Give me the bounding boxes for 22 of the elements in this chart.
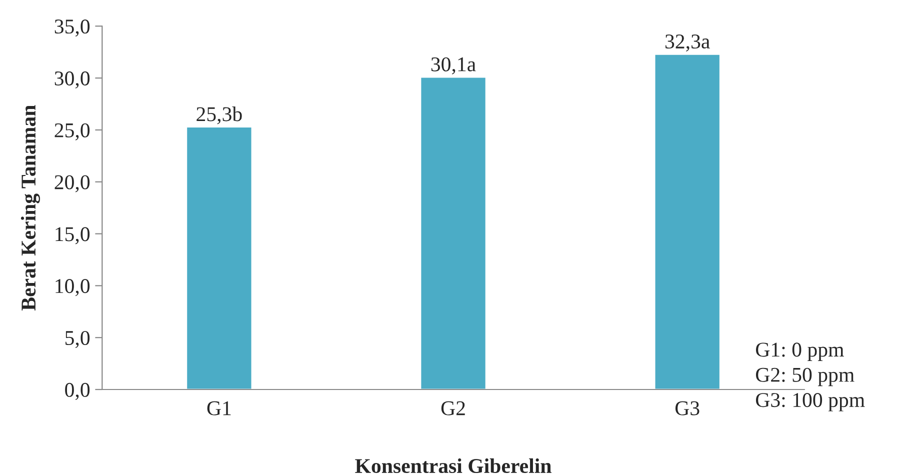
y-tick-label: 5,0 (66, 330, 90, 348)
y-axis-title: Berat Kering Tanaman (20, 105, 40, 310)
data-label: 32,3a (665, 34, 710, 52)
x-tick-label: G3 (675, 401, 700, 416)
bar (186, 126, 253, 390)
y-tick-label: 0,0 (65, 382, 90, 400)
text: G3: 100 ppm (756, 393, 865, 412)
y-tick-label: 15,0 (56, 227, 90, 244)
y-tick-label: 25,0 (54, 123, 90, 140)
x-tick-label: G1 (207, 401, 231, 416)
x-axis-title: Konsentrasi Giberelin (355, 458, 552, 474)
y-tick-label: 35,0 (54, 20, 90, 37)
y-tick-label: 20,0 (54, 175, 90, 192)
bar (420, 76, 487, 390)
y-tick-label: 30,0 (54, 71, 90, 88)
data-label: 25,3b (196, 106, 242, 124)
data-label: 30,1a (431, 57, 476, 74)
annotation: G2: 50 ppm (756, 368, 854, 386)
x-tick-label: G2 (441, 401, 465, 416)
annotation: G1: 0 ppm (756, 342, 844, 361)
y-tick-label: 10,0 (56, 279, 90, 296)
bar (654, 53, 721, 390)
